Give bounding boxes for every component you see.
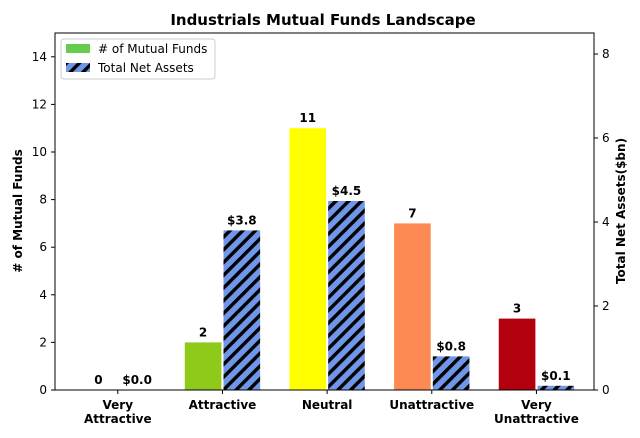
bar-mutual-funds [289, 128, 327, 390]
right-tick-label: 8 [602, 47, 610, 61]
data-label-mutual-funds: 11 [299, 111, 316, 125]
bar-net-assets [328, 201, 365, 390]
left-axis-label: # of Mutual Funds [11, 149, 25, 272]
plot-frame [54, 32, 595, 391]
data-label-net-assets: $0.0 [122, 373, 152, 387]
category-label: Unattractive [389, 398, 474, 412]
legend: # of Mutual Funds Total Net Assets [60, 38, 216, 80]
data-label-mutual-funds: 3 [513, 302, 521, 316]
right-tick-label: 6 [602, 131, 610, 145]
right-axis-ticks: 0 2 4 6 8 [594, 47, 610, 397]
bar-net-assets [223, 230, 261, 390]
data-label-mutual-funds: 2 [199, 325, 207, 339]
legend-box [60, 38, 216, 80]
chart-title: Industrials Mutual Funds Landscape [170, 11, 475, 29]
left-tick-label: 10 [32, 145, 47, 159]
data-labels: 0 $0.0 2 $3.8 11 $4.5 7 $0.8 3 $0.1 [94, 111, 570, 387]
left-tick-label: 6 [39, 240, 47, 254]
bar-mutual-funds [498, 318, 536, 390]
legend-label-net-assets: Total Net Assets [97, 61, 194, 75]
data-label-net-assets: $0.1 [541, 369, 571, 383]
category-label: Very [103, 398, 134, 412]
data-label-mutual-funds: 0 [94, 373, 102, 387]
category-label: Unattractive [494, 412, 579, 426]
legend-label-mutual-funds: # of Mutual Funds [98, 42, 207, 56]
right-tick-label: 2 [602, 299, 610, 313]
left-tick-label: 12 [32, 97, 47, 111]
legend-swatch-net-assets [66, 63, 90, 72]
category-label: Attractive [189, 398, 257, 412]
left-tick-label: 8 [39, 193, 47, 207]
left-tick-label: 4 [39, 288, 47, 302]
right-axis-label: Total Net Assets($bn) [614, 138, 628, 284]
data-label-net-assets: $4.5 [332, 184, 362, 198]
left-axis-ticks: 0 2 4 6 8 10 12 14 [32, 50, 55, 397]
bar-mutual-funds [394, 223, 431, 390]
left-tick-label: 0 [39, 383, 47, 397]
bar-net-assets [432, 356, 470, 390]
data-label-mutual-funds: 7 [408, 206, 416, 220]
data-label-net-assets: $0.8 [436, 339, 466, 353]
bar-net-assets [537, 385, 575, 390]
series-net-assets [223, 201, 575, 390]
series-mutual-funds [184, 128, 536, 390]
bar-mutual-funds [184, 342, 222, 390]
left-tick-label: 14 [32, 50, 47, 64]
right-tick-label: 4 [602, 215, 610, 229]
legend-swatch-mutual-funds [66, 44, 90, 53]
left-tick-label: 2 [39, 335, 47, 349]
category-label: Attractive [84, 412, 152, 426]
right-tick-label: 0 [602, 383, 610, 397]
category-label: Very [521, 398, 552, 412]
category-label: Neutral [302, 398, 353, 412]
data-label-net-assets: $3.8 [227, 213, 257, 227]
